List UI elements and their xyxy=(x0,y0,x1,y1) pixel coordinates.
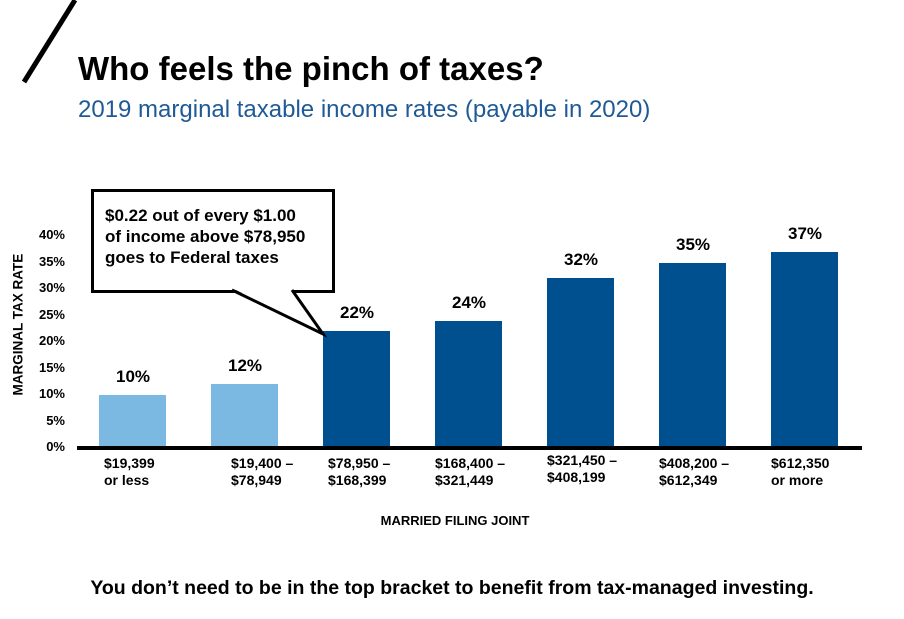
x-tick-label: $321,450 – $408,199 xyxy=(547,452,618,485)
data-label: 32% xyxy=(563,250,599,270)
y-axis-title: MARGINAL TAX RATE xyxy=(10,253,26,396)
y-tick-label: 5% xyxy=(46,412,65,428)
callout-line: goes to Federal taxes xyxy=(105,248,279,267)
y-tick-label: 15% xyxy=(38,359,65,375)
bar xyxy=(435,320,502,448)
x-tick-label: $168,400 – $321,449 xyxy=(435,455,506,488)
data-label: 37% xyxy=(787,223,823,243)
x-tick-label: $612,350 or more xyxy=(771,455,830,488)
x-tick-label: $19,399 or less xyxy=(104,455,155,488)
data-label: 24% xyxy=(451,292,487,312)
x-tick-label: $78,950 – $168,399 xyxy=(328,455,391,488)
bar xyxy=(771,251,838,448)
callout-box xyxy=(91,189,335,293)
page-subtitle: 2019 marginal taxable income rates (paya… xyxy=(78,96,651,123)
x-axis-line xyxy=(77,446,862,450)
y-tick-label: 40% xyxy=(38,227,65,242)
data-label: 35% xyxy=(675,234,711,254)
decorative-slash xyxy=(21,0,78,84)
y-tick-label: 10% xyxy=(38,386,65,401)
page-title: Who feels the pinch of taxes? xyxy=(78,50,544,87)
callout-text: $0.22 out of every $1.00 of income above… xyxy=(105,205,335,268)
callout-line: of income above $78,950 xyxy=(105,227,306,246)
bar xyxy=(547,278,614,448)
y-tick-label: 20% xyxy=(38,333,65,348)
bar xyxy=(99,395,166,448)
x-tick-label: $408,200 – $612,349 xyxy=(659,455,730,488)
x-tick-label: $19,400 – $78,949 xyxy=(231,455,294,488)
callout-line: $0.22 out of every $1.00 xyxy=(105,206,296,225)
footer-note: You don’t need to be in the top bracket … xyxy=(90,577,814,599)
y-tick-label: 25% xyxy=(38,306,65,322)
data-label: 12% xyxy=(227,356,263,376)
data-label: 10% xyxy=(115,367,151,386)
y-tick-label: 35% xyxy=(38,253,65,269)
y-tick-label: 0% xyxy=(46,439,65,454)
y-tick-label: 30% xyxy=(38,280,65,295)
x-axis-title: MARRIED FILING JOINT xyxy=(380,513,530,528)
data-label: 22% xyxy=(339,303,375,323)
bar xyxy=(323,331,390,448)
bar xyxy=(211,384,278,448)
bar xyxy=(659,262,726,448)
